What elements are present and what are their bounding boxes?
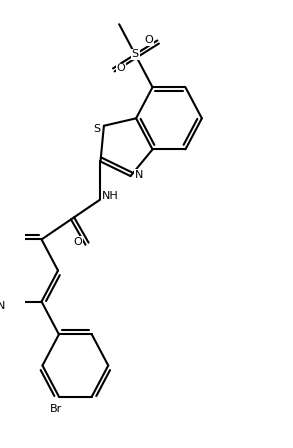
- Text: S: S: [93, 124, 100, 134]
- Text: S: S: [132, 49, 139, 60]
- Text: O: O: [73, 237, 82, 247]
- Text: O: O: [117, 64, 126, 73]
- Text: NH: NH: [102, 191, 119, 201]
- Text: Br: Br: [50, 404, 62, 414]
- Text: O: O: [145, 35, 154, 46]
- Text: N: N: [0, 301, 6, 310]
- Text: N: N: [134, 170, 143, 180]
